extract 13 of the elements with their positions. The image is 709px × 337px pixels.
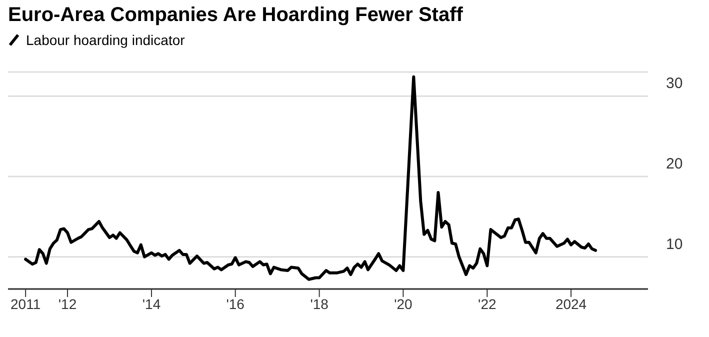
x-tick-label: 2011: [10, 296, 41, 312]
x-tick-label: 2024: [555, 296, 587, 312]
chart-title: Euro-Area Companies Are Hoarding Fewer Staff: [8, 4, 464, 28]
x-tick-label: '18: [310, 296, 329, 312]
y-tick-label: 30: [666, 75, 683, 92]
x-tick-label: '16: [226, 296, 245, 312]
x-tick-label: '20: [394, 296, 413, 312]
x-tick-label: '14: [142, 296, 161, 312]
x-tick-label: '22: [478, 296, 496, 312]
x-tick-label: '12: [58, 296, 77, 312]
y-tick-label: 20: [666, 155, 683, 172]
y-tick-label: 10: [666, 236, 683, 253]
legend-label: Labour hoarding indicator: [25, 32, 185, 48]
